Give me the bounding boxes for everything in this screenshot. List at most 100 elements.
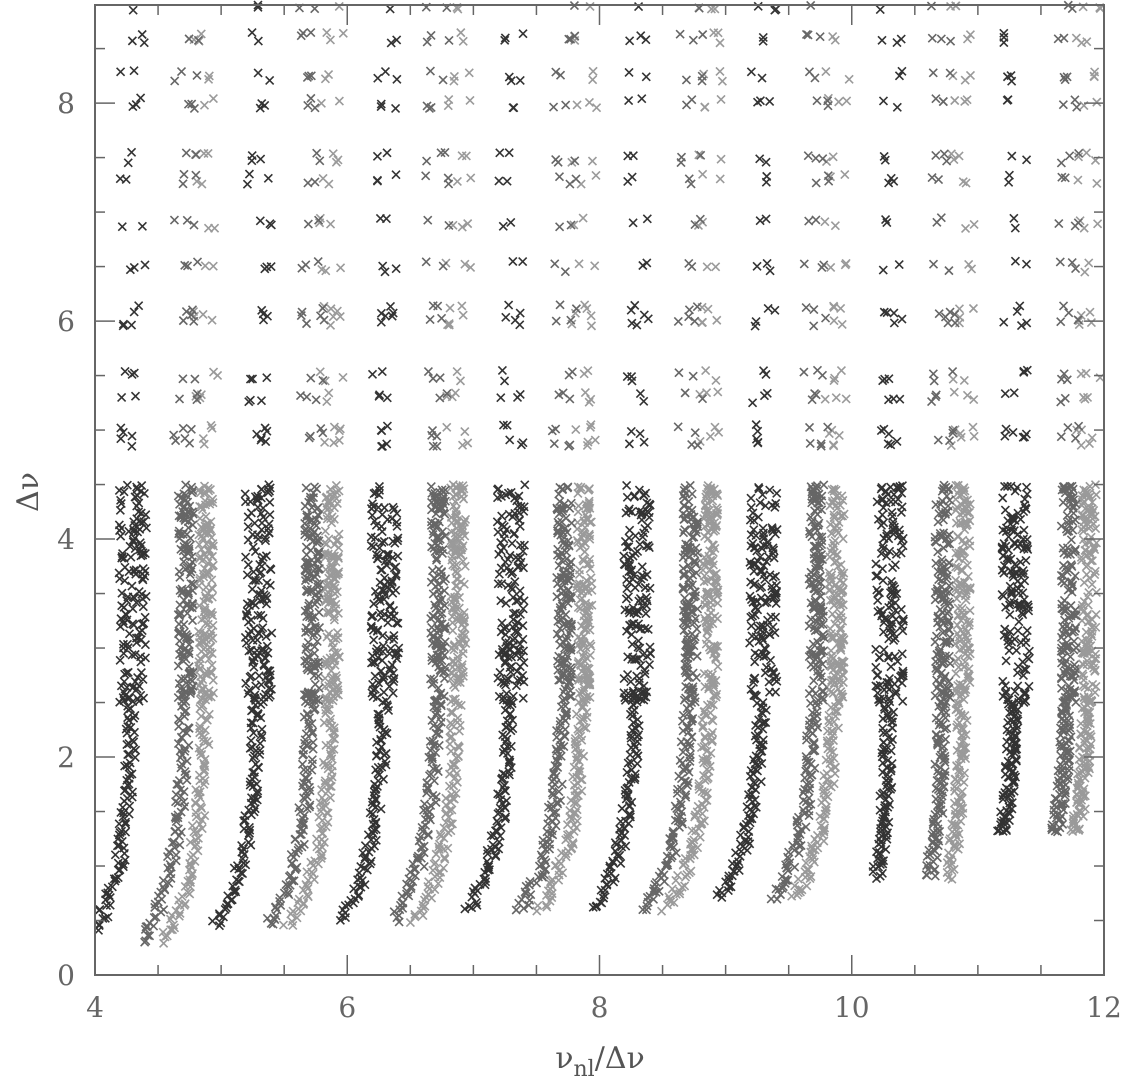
data-point-l2 bbox=[335, 263, 346, 273]
data-point-l2 bbox=[821, 67, 831, 77]
data-point-l2 bbox=[584, 397, 594, 407]
data-point-l2 bbox=[822, 726, 833, 736]
data-point-l1 bbox=[187, 616, 198, 626]
data-point-l0 bbox=[377, 655, 387, 665]
data-point-l1 bbox=[181, 148, 191, 158]
data-point-l1 bbox=[312, 148, 322, 158]
data-point-l0 bbox=[241, 552, 251, 562]
data-point-l2 bbox=[338, 372, 348, 382]
data-point-l2 bbox=[588, 66, 598, 76]
data-point-l0 bbox=[137, 29, 147, 40]
data-point-l1 bbox=[691, 672, 701, 683]
data-point-l1 bbox=[567, 518, 577, 528]
data-point-l1 bbox=[306, 373, 316, 383]
data-point-l2 bbox=[318, 757, 329, 767]
data-point-l2 bbox=[204, 686, 214, 696]
data-point-l1 bbox=[302, 392, 312, 402]
data-point-l2 bbox=[334, 543, 344, 553]
data-point-l2 bbox=[838, 677, 848, 688]
data-point-l2 bbox=[202, 714, 212, 725]
data-point-l0 bbox=[243, 560, 253, 570]
data-point-l1 bbox=[676, 158, 686, 168]
data-point-l1 bbox=[939, 149, 949, 159]
data-point-l2 bbox=[200, 634, 211, 644]
data-point-l1 bbox=[437, 313, 447, 323]
data-point-l2 bbox=[962, 34, 973, 44]
data-point-l0 bbox=[124, 629, 135, 639]
data-point-l1 bbox=[821, 313, 831, 323]
data-point-l0 bbox=[257, 724, 267, 734]
data-point-l1 bbox=[809, 321, 819, 331]
data-point-l2 bbox=[446, 746, 456, 756]
data-point-l0 bbox=[121, 609, 131, 619]
data-point-l0 bbox=[128, 5, 138, 15]
data-point-l2 bbox=[554, 856, 564, 866]
data-point-l1 bbox=[310, 679, 320, 689]
data-point-l1 bbox=[1066, 600, 1076, 611]
data-point-l2 bbox=[206, 666, 216, 676]
data-point-l1 bbox=[551, 821, 561, 831]
data-point-l1 bbox=[673, 316, 683, 327]
data-point-l0 bbox=[137, 221, 147, 231]
data-point-l1 bbox=[438, 75, 448, 85]
data-point-l1 bbox=[555, 222, 565, 232]
data-point-l2 bbox=[452, 366, 462, 377]
data-point-l0 bbox=[126, 320, 137, 330]
data-point-l0 bbox=[253, 68, 263, 78]
data-point-l2 bbox=[1082, 37, 1092, 47]
data-point-l1 bbox=[306, 93, 316, 103]
data-point-l1 bbox=[182, 215, 192, 225]
data-point-l2 bbox=[590, 261, 600, 271]
data-point-l0 bbox=[138, 564, 148, 574]
data-point-l2 bbox=[452, 176, 462, 186]
data-point-l0 bbox=[367, 369, 378, 379]
data-point-l2 bbox=[1091, 490, 1101, 500]
data-point-l2 bbox=[591, 170, 601, 180]
data-point-l1 bbox=[435, 393, 445, 403]
data-point-l0 bbox=[388, 588, 398, 598]
data-point-l1 bbox=[175, 572, 185, 582]
data-point-l1 bbox=[803, 151, 813, 161]
data-point-l2 bbox=[303, 875, 313, 885]
data-point-l0 bbox=[114, 568, 124, 578]
data-point-l2 bbox=[828, 152, 838, 162]
data-point-l2 bbox=[187, 821, 197, 831]
data-point-l1 bbox=[303, 100, 313, 111]
data-point-l1 bbox=[551, 67, 561, 77]
data-point-l0 bbox=[247, 28, 257, 38]
data-point-l2 bbox=[458, 310, 468, 320]
data-point-l1 bbox=[421, 257, 431, 267]
data-point-l2 bbox=[964, 259, 974, 269]
data-point-l2 bbox=[949, 387, 959, 397]
data-point-l2 bbox=[320, 778, 330, 789]
data-point-l2 bbox=[201, 650, 211, 660]
data-point-l1 bbox=[178, 179, 188, 189]
data-point-l1 bbox=[1056, 317, 1066, 327]
data-point-l2 bbox=[294, 894, 304, 904]
data-point-l2 bbox=[324, 69, 334, 80]
data-point-l2 bbox=[204, 568, 214, 578]
data-point-l1 bbox=[932, 217, 942, 227]
data-point-l2 bbox=[175, 908, 185, 918]
data-point-l2 bbox=[574, 259, 584, 269]
data-point-l2 bbox=[802, 881, 812, 891]
data-point-l0 bbox=[265, 580, 275, 590]
data-point-l1 bbox=[303, 178, 313, 188]
data-point-l2 bbox=[826, 262, 836, 273]
data-point-l1 bbox=[1066, 535, 1076, 545]
data-point-l1 bbox=[554, 172, 565, 182]
data-point-l2 bbox=[203, 619, 213, 629]
data-point-l1 bbox=[444, 35, 454, 46]
data-point-l2 bbox=[312, 842, 322, 852]
data-point-l1 bbox=[560, 267, 570, 277]
data-point-l0 bbox=[240, 489, 250, 499]
data-point-l1 bbox=[427, 430, 437, 440]
data-point-l1 bbox=[422, 156, 432, 166]
data-point-l1 bbox=[550, 259, 560, 269]
data-point-l1 bbox=[1063, 423, 1073, 433]
data-point-l0 bbox=[256, 680, 266, 690]
data-point-l2 bbox=[327, 761, 337, 771]
data-point-l2 bbox=[445, 303, 455, 313]
data-point-l2 bbox=[717, 76, 727, 86]
data-point-l0 bbox=[123, 713, 133, 723]
